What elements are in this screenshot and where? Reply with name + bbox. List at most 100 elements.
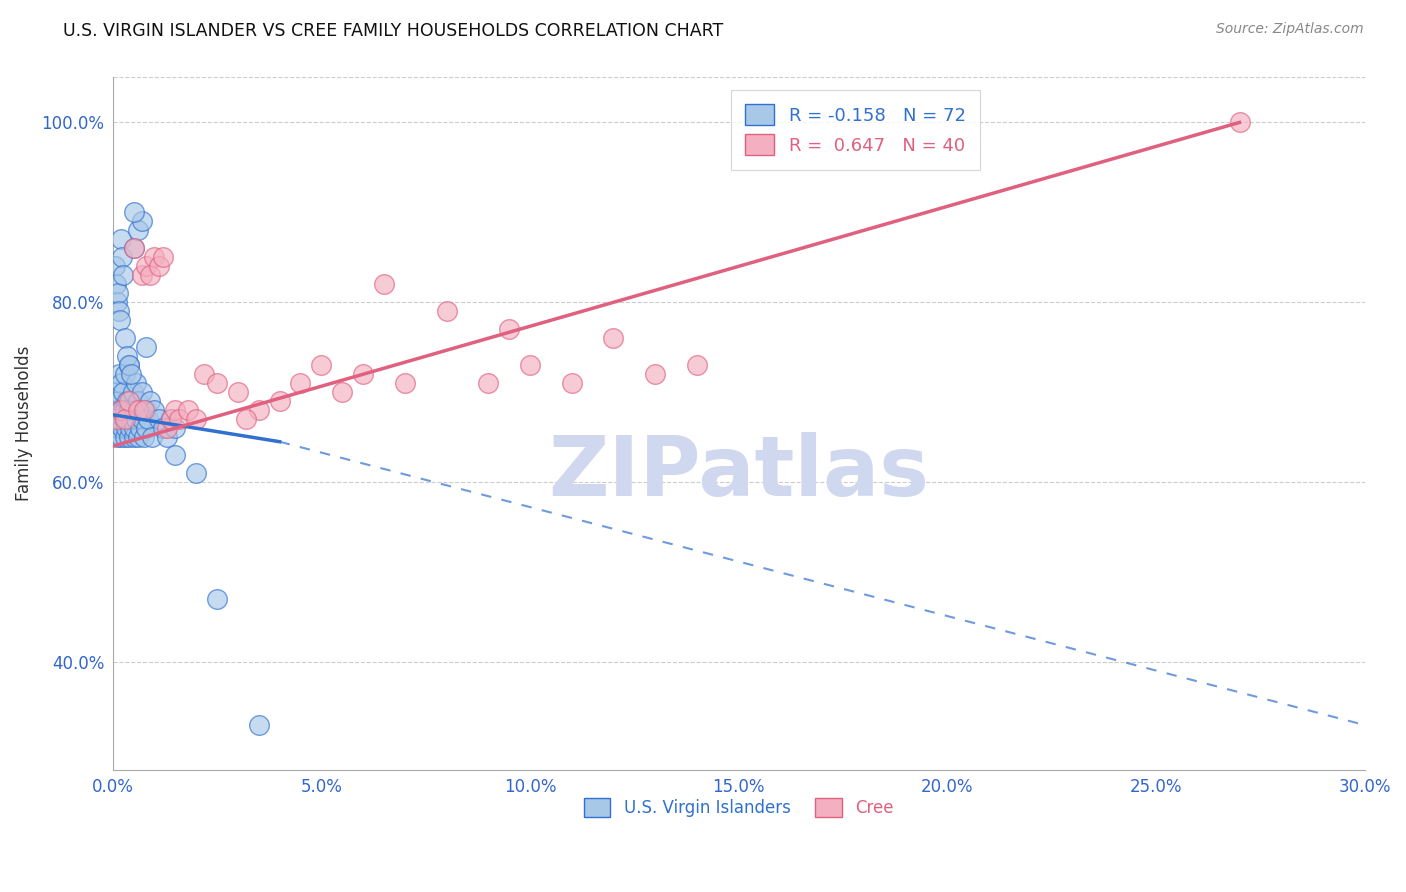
Y-axis label: Family Households: Family Households — [15, 346, 32, 501]
Point — [118, 358, 141, 372]
Point — [114, 412, 136, 426]
Point — [117, 430, 139, 444]
Point — [143, 250, 166, 264]
Point — [269, 394, 291, 409]
Point — [165, 448, 187, 462]
Point — [122, 403, 145, 417]
Point — [135, 403, 157, 417]
Point — [117, 394, 139, 409]
Legend: U.S. Virgin Islanders, Cree: U.S. Virgin Islanders, Cree — [576, 791, 901, 824]
Point — [114, 430, 136, 444]
Point — [115, 421, 138, 435]
Point — [148, 412, 170, 426]
Point — [108, 412, 131, 426]
Point — [165, 421, 187, 435]
Point — [127, 223, 149, 237]
Point — [135, 340, 157, 354]
Point — [160, 412, 183, 426]
Point — [122, 430, 145, 444]
Point — [290, 376, 312, 391]
Point — [105, 403, 128, 417]
Point — [108, 368, 131, 382]
Point — [186, 466, 208, 480]
Point — [118, 358, 141, 372]
Point — [205, 376, 228, 391]
Point — [135, 260, 157, 274]
Point — [105, 385, 128, 400]
Point — [107, 286, 129, 301]
Point — [128, 403, 150, 417]
Point — [122, 241, 145, 255]
Point — [127, 430, 149, 444]
Point — [131, 214, 153, 228]
Text: ZIPatlas: ZIPatlas — [548, 432, 929, 513]
Point — [111, 421, 134, 435]
Point — [498, 322, 520, 336]
Point — [139, 394, 162, 409]
Point — [644, 368, 666, 382]
Point — [148, 260, 170, 274]
Point — [132, 430, 155, 444]
Point — [118, 403, 141, 417]
Point — [136, 412, 159, 426]
Point — [114, 331, 136, 345]
Point — [110, 403, 132, 417]
Point — [132, 403, 155, 417]
Point — [112, 385, 135, 400]
Point — [122, 241, 145, 255]
Point — [118, 394, 141, 409]
Text: Source: ZipAtlas.com: Source: ZipAtlas.com — [1216, 22, 1364, 37]
Point — [156, 430, 179, 444]
Point — [107, 394, 129, 409]
Point — [235, 412, 257, 426]
Point — [122, 205, 145, 219]
Point — [186, 412, 208, 426]
Point — [112, 412, 135, 426]
Point — [131, 268, 153, 283]
Point — [104, 260, 127, 274]
Point — [373, 277, 395, 292]
Point — [131, 412, 153, 426]
Point — [114, 403, 136, 417]
Point — [394, 376, 416, 391]
Point — [108, 304, 131, 318]
Point — [124, 412, 146, 426]
Point — [105, 277, 128, 292]
Point — [247, 403, 270, 417]
Point — [105, 412, 128, 426]
Point — [160, 412, 183, 426]
Point — [436, 304, 458, 318]
Point — [127, 403, 149, 417]
Point — [124, 421, 146, 435]
Point — [477, 376, 499, 391]
Point — [128, 421, 150, 435]
Point — [105, 295, 128, 310]
Point — [177, 403, 200, 417]
Point — [108, 403, 131, 417]
Point — [114, 368, 136, 382]
Point — [104, 412, 127, 426]
Point — [226, 385, 249, 400]
Point — [120, 412, 142, 426]
Point — [602, 331, 624, 345]
Point — [110, 430, 132, 444]
Point — [107, 421, 129, 435]
Point — [108, 313, 131, 327]
Point — [112, 403, 135, 417]
Point — [121, 385, 143, 400]
Point — [112, 268, 135, 283]
Point — [124, 376, 146, 391]
Point — [117, 349, 139, 363]
Point — [105, 430, 128, 444]
Point — [120, 421, 142, 435]
Point — [110, 232, 132, 246]
Point — [169, 412, 191, 426]
Point — [152, 421, 174, 435]
Point — [311, 358, 333, 372]
Point — [247, 718, 270, 732]
Point — [110, 376, 132, 391]
Point — [152, 250, 174, 264]
Text: U.S. VIRGIN ISLANDER VS CREE FAMILY HOUSEHOLDS CORRELATION CHART: U.S. VIRGIN ISLANDER VS CREE FAMILY HOUS… — [63, 22, 724, 40]
Point — [352, 368, 374, 382]
Point — [193, 368, 215, 382]
